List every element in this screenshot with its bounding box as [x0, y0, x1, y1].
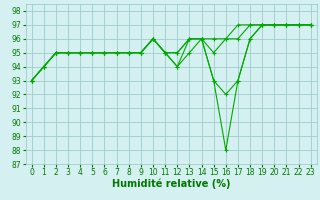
X-axis label: Humidité relative (%): Humidité relative (%): [112, 179, 230, 189]
